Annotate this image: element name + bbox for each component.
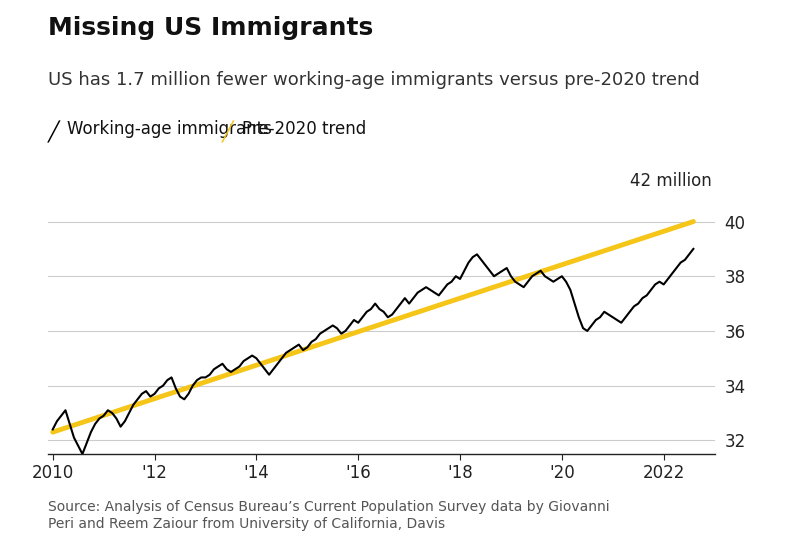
Text: ╱: ╱ bbox=[222, 120, 234, 143]
Text: ╱: ╱ bbox=[48, 120, 60, 143]
Text: 42 million: 42 million bbox=[630, 172, 712, 190]
Text: Working-age immigrants: Working-age immigrants bbox=[67, 120, 272, 138]
Text: Missing US Immigrants: Missing US Immigrants bbox=[48, 16, 373, 40]
Text: US has 1.7 million fewer working-age immigrants versus pre-2020 trend: US has 1.7 million fewer working-age imm… bbox=[48, 71, 700, 89]
Text: Source: Analysis of Census Bureau’s Current Population Survey data by Giovanni
P: Source: Analysis of Census Bureau’s Curr… bbox=[48, 501, 609, 531]
Text: Pre-2020 trend: Pre-2020 trend bbox=[242, 120, 366, 138]
